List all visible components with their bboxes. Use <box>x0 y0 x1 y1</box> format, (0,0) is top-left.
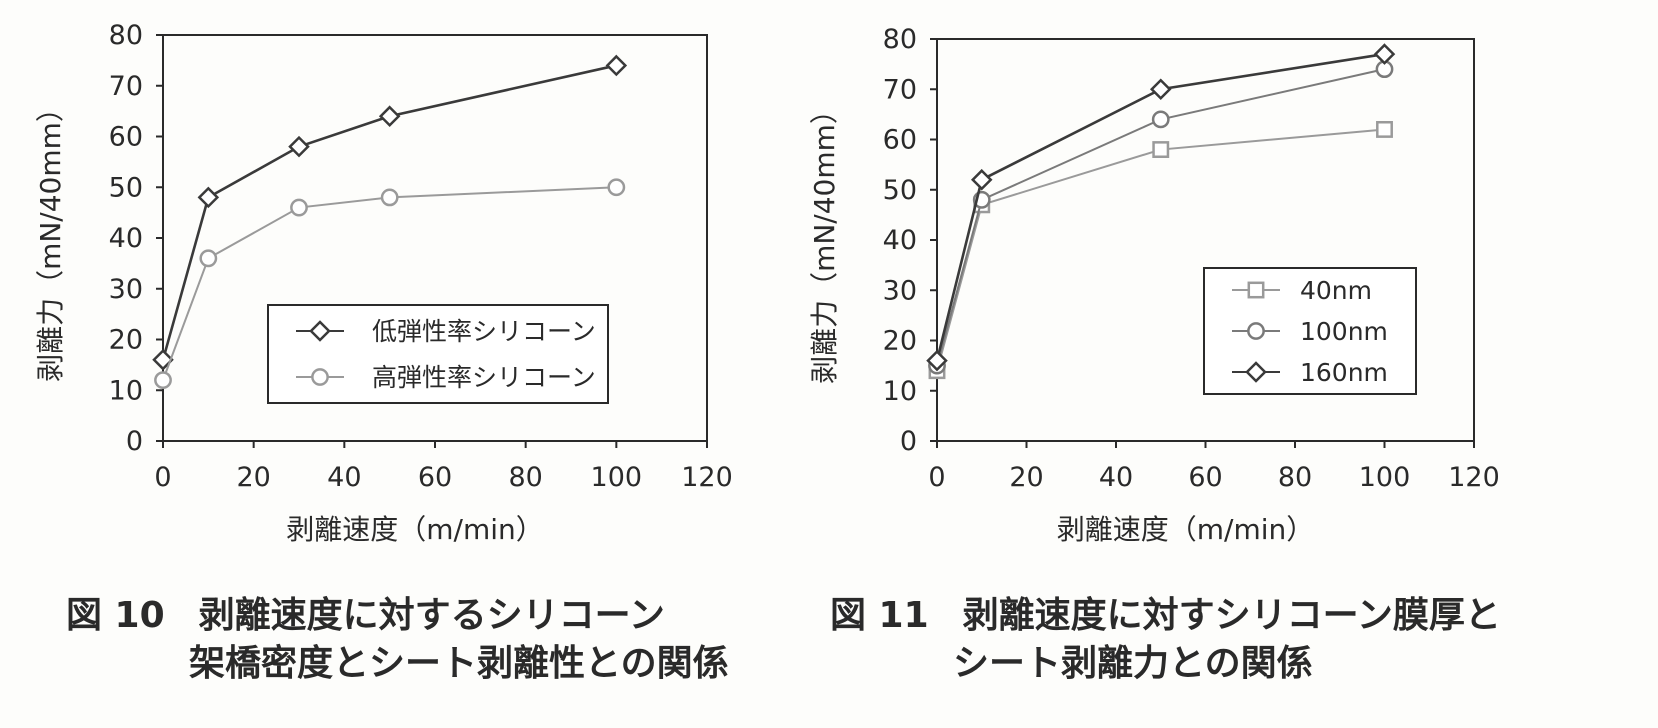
y-axis-title: 剥離力（mN/40mm） <box>34 94 67 382</box>
data-point <box>1152 141 1170 159</box>
x-tick-label: 40 <box>327 462 361 493</box>
series-1 <box>928 60 1394 375</box>
figure-11-caption-line2: シート剥離力との関係 <box>953 643 1313 684</box>
x-tick-label: 120 <box>681 462 733 493</box>
x-tick-label: 100 <box>591 462 643 493</box>
y-tick-label: 30 <box>883 275 917 306</box>
figure-11-caption: 図 11 剥離速度に対すシリコーン膜厚と シート剥離力との関係 <box>830 592 1501 688</box>
data-point <box>1149 78 1172 101</box>
data-point <box>970 168 993 191</box>
y-tick-label: 30 <box>109 274 143 305</box>
legend: 40nm 100nm 160nm <box>1203 267 1417 395</box>
x-tick-label: 20 <box>1009 462 1043 493</box>
legend-box <box>267 304 609 404</box>
figure-10-caption-line2: 架橋密度とシート剥離性との関係 <box>189 643 729 684</box>
data-point <box>1373 43 1396 65</box>
x-tick-label: 100 <box>1359 462 1411 493</box>
y-tick-label: 60 <box>883 125 917 156</box>
y-tick-label: 0 <box>126 426 143 457</box>
y-tick-label: 10 <box>109 375 143 406</box>
data-point <box>926 349 948 372</box>
x-tick-label: 0 <box>928 462 945 493</box>
x-tick-label: 60 <box>1188 462 1222 493</box>
legend-swatch-marker <box>1247 322 1265 340</box>
legend-swatch-marker <box>311 368 329 386</box>
data-point <box>1376 121 1393 138</box>
y-tick-label: 40 <box>109 223 143 254</box>
y-tick-label: 60 <box>109 122 143 153</box>
x-tick-label: 40 <box>1099 462 1133 493</box>
y-tick-label: 20 <box>109 325 143 356</box>
series-line <box>936 68 1385 366</box>
y-tick-label: 50 <box>883 175 917 206</box>
series-0 <box>152 54 628 371</box>
legend-label: 40nm <box>1300 276 1372 305</box>
figure-10-number: 図 10 <box>66 595 165 636</box>
x-tick-label: 60 <box>418 462 452 493</box>
y-tick-label: 80 <box>883 24 917 55</box>
legend-swatch-marker <box>1245 361 1267 383</box>
y-tick-label: 10 <box>883 376 917 407</box>
data-point <box>199 249 218 268</box>
figure-10-caption-line1: 剥離速度に対するシリコーン <box>198 595 665 636</box>
legend-swatch-marker <box>309 320 331 342</box>
x-tick-label: 120 <box>1448 462 1500 493</box>
y-tick-label: 80 <box>109 20 143 51</box>
chart-a: 0 10 20 30 40 50 60 70 80 0 20 40 60 80 100 120 剥離速度（m/m… <box>34 20 733 546</box>
data-point <box>607 178 626 197</box>
y-tick-label: 70 <box>883 74 917 105</box>
legend-label: 高弾性率シリコーン <box>372 363 596 392</box>
x-axis-title: 剥離速度（m/min） <box>286 513 544 546</box>
legend-label: 100nm <box>1300 317 1388 346</box>
figure-10-caption: 図 10 剥離速度に対するシリコーン 架橋密度とシート剥離性との関係 <box>66 592 729 688</box>
x-tick-label: 80 <box>1278 462 1312 493</box>
data-point <box>152 349 174 371</box>
y-tick-label: 20 <box>883 326 917 357</box>
figure-11-caption-line1: 剥離速度に対すシリコーン膜厚と <box>962 595 1501 636</box>
data-point <box>288 135 310 158</box>
x-tick-label: 80 <box>508 462 542 493</box>
legend-label: 低弾性率シリコーン <box>372 317 596 346</box>
data-point <box>378 105 401 127</box>
figure-11-number: 図 11 <box>830 595 929 636</box>
y-tick-label: 50 <box>109 172 143 203</box>
data-point <box>605 54 628 77</box>
x-tick-label: 0 <box>154 462 171 493</box>
series-line <box>936 128 1385 371</box>
data-point <box>290 198 308 217</box>
x-axis-title: 剥離速度（m/min） <box>1057 513 1315 546</box>
data-point <box>380 188 399 207</box>
series-1 <box>154 178 626 390</box>
data-point <box>1151 110 1170 129</box>
y-tick-label: 0 <box>900 426 917 457</box>
data-point <box>154 371 172 390</box>
chart-b: 0 10 20 30 40 50 60 70 80 0 20 40 60 80 100 120 剥離速度（m/m… <box>808 24 1500 546</box>
series-2 <box>926 43 1396 372</box>
y-axis-title: 剥離力（mN/40mm） <box>808 96 841 384</box>
y-tick-label: 40 <box>883 225 917 256</box>
x-tick-label: 20 <box>236 462 270 493</box>
data-point <box>197 186 220 209</box>
y-tick-label: 70 <box>109 71 143 102</box>
legend-label: 160nm <box>1300 358 1388 387</box>
legend-swatch-marker <box>1247 281 1265 299</box>
series-line <box>935 52 1385 361</box>
